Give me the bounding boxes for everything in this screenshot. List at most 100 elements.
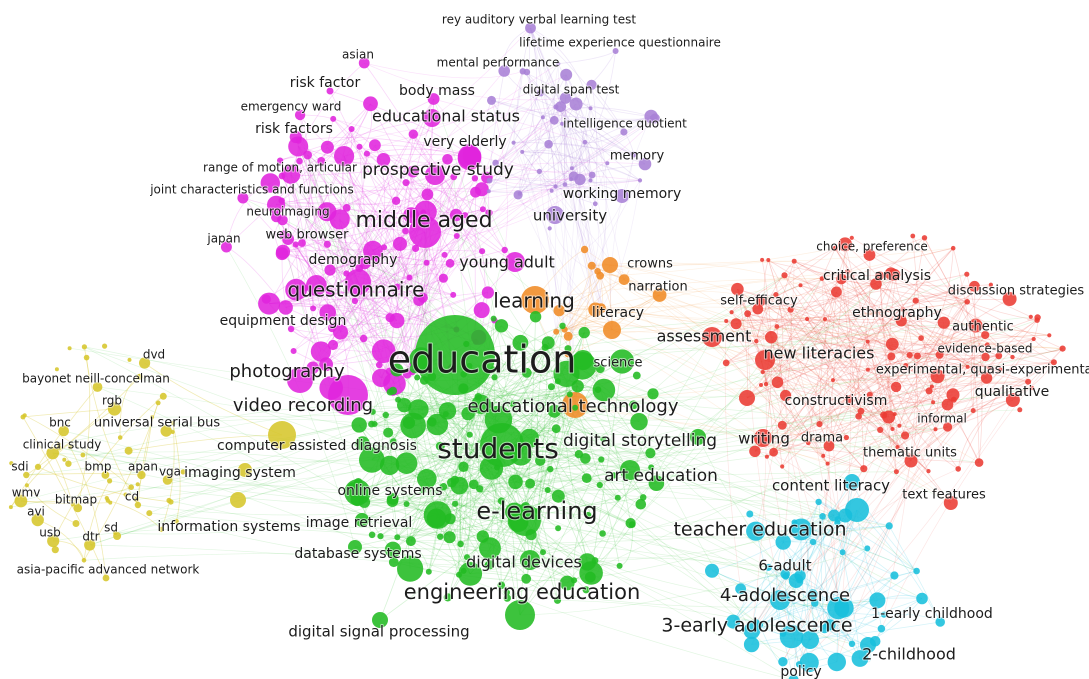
term-node[interactable]	[521, 286, 549, 314]
term-node[interactable]	[230, 492, 246, 508]
term-label-very-elderly[interactable]: very elderly	[422, 133, 507, 151]
term-node[interactable]	[438, 273, 448, 283]
term-node[interactable]	[520, 550, 540, 570]
term-label-digital-storytelling[interactable]: digital storytelling	[562, 430, 718, 452]
term-label-web-browser[interactable]: web browser	[264, 227, 350, 244]
term-node[interactable]	[427, 372, 437, 381]
term-label-learning[interactable]: learning	[492, 288, 576, 314]
term-node[interactable]	[368, 531, 376, 539]
term-node[interactable]	[405, 536, 416, 547]
term-node[interactable]	[610, 472, 617, 479]
term-node[interactable]	[555, 101, 566, 112]
term-node[interactable]	[885, 522, 893, 530]
term-node[interactable]	[503, 589, 510, 596]
term-node[interactable]	[925, 387, 933, 395]
term-node[interactable]	[303, 150, 312, 160]
term-node[interactable]	[578, 326, 590, 339]
term-node[interactable]	[406, 274, 413, 281]
term-node[interactable]	[964, 271, 970, 277]
term-node[interactable]	[397, 555, 424, 582]
term-node[interactable]	[442, 411, 449, 418]
term-node[interactable]	[588, 171, 596, 179]
term-node[interactable]	[509, 442, 533, 466]
term-node[interactable]	[450, 475, 459, 485]
term-node[interactable]	[780, 464, 785, 469]
term-node[interactable]	[929, 384, 934, 389]
term-label-working-memory[interactable]: working memory	[562, 185, 682, 203]
term-node[interactable]	[705, 563, 719, 578]
term-node[interactable]	[605, 161, 610, 166]
term-node[interactable]	[630, 151, 637, 158]
term-node[interactable]	[586, 79, 597, 90]
term-node[interactable]	[441, 251, 448, 258]
term-node[interactable]	[559, 575, 575, 591]
term-node[interactable]	[563, 331, 573, 341]
term-node[interactable]	[92, 382, 103, 392]
term-node[interactable]	[278, 197, 285, 204]
term-node[interactable]	[520, 149, 525, 154]
term-node[interactable]	[553, 184, 558, 189]
term-node[interactable]	[393, 236, 407, 251]
term-node[interactable]	[602, 257, 618, 273]
term-node[interactable]	[512, 334, 529, 351]
term-node[interactable]	[731, 282, 744, 296]
term-node[interactable]	[553, 596, 562, 604]
term-node[interactable]	[443, 593, 452, 602]
term-node[interactable]	[445, 258, 455, 268]
term-node[interactable]	[220, 241, 232, 253]
term-node[interactable]	[70, 502, 75, 507]
term-node[interactable]	[519, 428, 540, 448]
term-node[interactable]	[970, 408, 976, 414]
term-node[interactable]	[536, 168, 543, 174]
term-node[interactable]	[442, 154, 453, 165]
term-node[interactable]	[614, 494, 621, 501]
term-node[interactable]	[629, 400, 638, 410]
term-label-memory[interactable]: memory	[609, 148, 666, 165]
term-node[interactable]	[582, 139, 588, 145]
term-node[interactable]	[968, 318, 983, 333]
term-node[interactable]	[62, 457, 67, 462]
term-node[interactable]	[294, 109, 306, 121]
term-label-mental-performance[interactable]: mental performance	[436, 55, 561, 71]
term-node[interactable]	[473, 302, 490, 319]
term-node[interactable]	[358, 57, 370, 69]
term-label-authentic[interactable]: authentic	[951, 319, 1015, 336]
term-node[interactable]	[540, 115, 545, 120]
term-node[interactable]	[564, 345, 572, 353]
term-node[interactable]	[569, 97, 583, 111]
term-node[interactable]	[965, 364, 970, 369]
term-node[interactable]	[384, 541, 401, 558]
term-label-usb[interactable]: usb	[38, 525, 61, 541]
term-node[interactable]	[881, 611, 887, 618]
term-label-drama[interactable]: drama	[800, 430, 844, 447]
term-node[interactable]	[553, 104, 559, 110]
term-node[interactable]	[722, 359, 730, 367]
term-node[interactable]	[146, 510, 153, 517]
term-node[interactable]	[363, 240, 383, 261]
term-node[interactable]	[935, 350, 944, 359]
term-node[interactable]	[603, 321, 621, 339]
term-label-sdi[interactable]: sdi	[10, 459, 29, 475]
term-label-bitmap[interactable]: bitmap	[54, 492, 98, 508]
term-label-neuroimaging[interactable]: neuroimaging	[245, 204, 330, 220]
term-node[interactable]	[746, 521, 766, 541]
term-node[interactable]	[630, 413, 648, 431]
term-node[interactable]	[443, 531, 456, 544]
term-node[interactable]	[81, 558, 87, 563]
term-node[interactable]	[816, 421, 823, 428]
term-node[interactable]	[107, 478, 113, 484]
term-node[interactable]	[310, 305, 317, 312]
term-label-middle-aged[interactable]: middle aged	[354, 207, 493, 234]
term-node[interactable]	[377, 533, 384, 540]
term-node[interactable]	[743, 636, 760, 653]
term-node[interactable]	[535, 507, 542, 515]
term-node[interactable]	[584, 571, 596, 583]
term-node[interactable]	[823, 440, 835, 452]
term-node[interactable]	[298, 239, 306, 247]
term-node[interactable]	[285, 278, 307, 301]
term-node[interactable]	[566, 391, 573, 398]
term-node[interactable]	[497, 581, 506, 590]
term-node[interactable]	[345, 269, 371, 295]
term-node[interactable]	[439, 483, 448, 491]
term-label-information-systems[interactable]: information systems	[156, 518, 301, 536]
